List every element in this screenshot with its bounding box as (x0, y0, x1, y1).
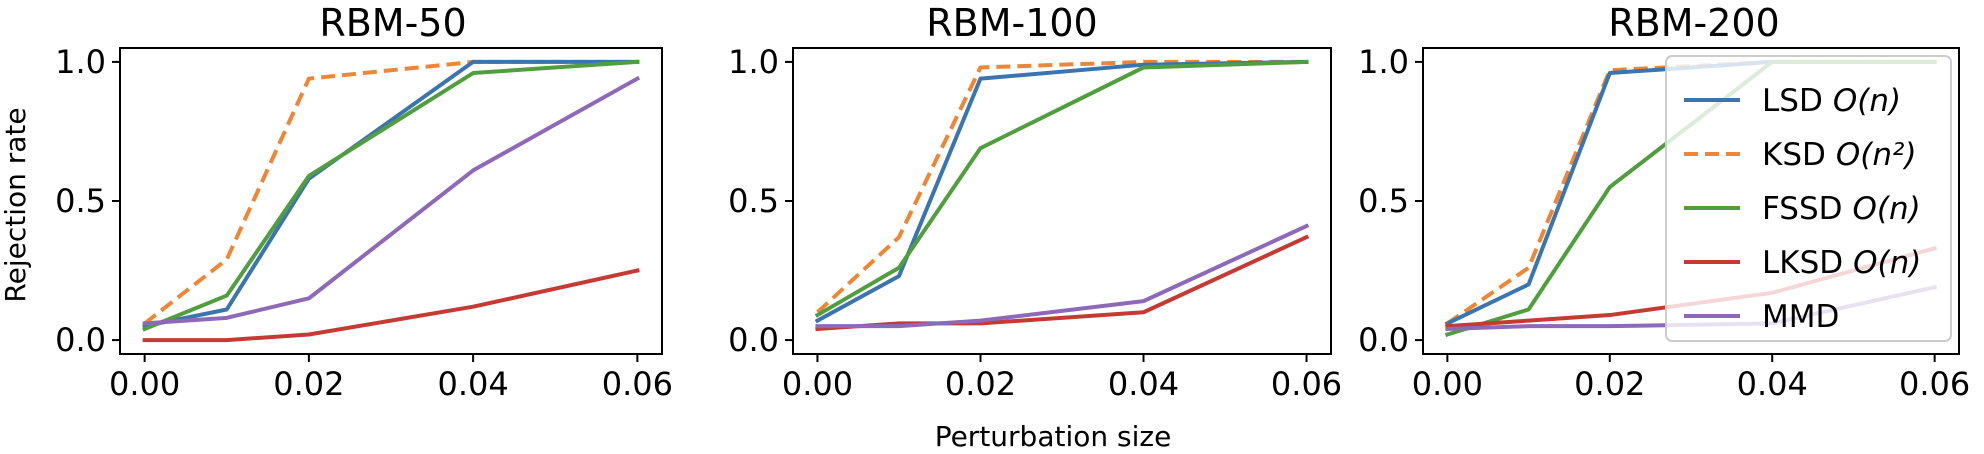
legend-entry-lksd: LKSD O(n) (1684, 245, 1921, 281)
y-tick-label: 0.5 (1358, 182, 1409, 220)
legend-label-name: FSSD (1762, 191, 1843, 227)
legend-entry-fssd: FSSD O(n) (1684, 191, 1921, 227)
y-tick-label: 1.0 (1358, 43, 1409, 81)
y-tick-label: 0.0 (55, 321, 106, 359)
x-tick-label: 0.04 (1737, 365, 1808, 403)
legend-label-name: LKSD (1762, 245, 1843, 281)
x-tick-label: 0.06 (1271, 365, 1342, 403)
y-axis-label: Rejection rate (0, 107, 32, 302)
series-line-mmd (815, 223, 1310, 329)
legend-label: LSD O(n) (1762, 83, 1901, 119)
plot-frame (1422, 47, 1960, 355)
panel-title: RBM-50 (319, 1, 466, 45)
x-axis-label: Perturbation size (935, 420, 1172, 453)
x-tick-label: 0.00 (782, 365, 853, 403)
y-tick-label: 1.0 (728, 43, 779, 81)
legend-label-complexity: O(n) (1853, 191, 1921, 227)
legend-entry-ksd: KSD O(n²) (1684, 137, 1917, 173)
series-line-lksd (142, 268, 640, 343)
legend-entry-lsd: LSD O(n) (1684, 83, 1901, 119)
x-tick-label: 0.02 (945, 365, 1016, 403)
legend-label-name: LSD (1762, 83, 1823, 119)
legend-label: KSD O(n²) (1762, 137, 1917, 173)
series-line-mmd (142, 75, 641, 326)
legend-label-complexity: O(n) (1853, 245, 1921, 281)
x-tick-label: 0.02 (273, 365, 344, 403)
x-tick-label: 0.06 (602, 365, 673, 403)
legend-label: LKSD O(n) (1762, 245, 1921, 281)
plot-frame (119, 47, 663, 355)
panel-rbm-50: RBM-50 0.00 0.02 0.04 0.06 0.0 0.5 1.0 (55, 1, 673, 403)
x-tick-label: 0.00 (1412, 365, 1483, 403)
legend-entry-mmd: MMD (1684, 299, 1839, 335)
x-tick-label: 0.06 (1899, 365, 1970, 403)
series-line-ksd (143, 59, 638, 325)
panel-title: RBM-200 (1608, 1, 1780, 45)
panel-title: RBM-100 (926, 1, 1098, 45)
x-tick-label: 0.00 (109, 365, 180, 403)
y-tick-label: 0.5 (728, 182, 779, 220)
x-tick-label: 0.04 (1108, 365, 1179, 403)
series-line-fssd (814, 59, 1309, 318)
y-tick-label: 0.5 (55, 182, 106, 220)
legend-label-complexity: O(n) (1833, 83, 1901, 119)
x-tick-label: 0.04 (437, 365, 508, 403)
legend-label: MMD (1762, 299, 1839, 335)
x-tick-label: 0.02 (1574, 365, 1645, 403)
legend-label-complexity: O(n²) (1836, 137, 1917, 173)
panel-rbm-100: RBM-100 0.00 0.02 0.04 0.06 0.0 0.5 1.0 (728, 1, 1342, 403)
series-line-fssd (142, 59, 640, 332)
plot-frame (792, 47, 1332, 355)
legend-label: FSSD O(n) (1762, 191, 1921, 227)
legend-box (1665, 55, 1952, 342)
y-tick-label: 0.0 (1358, 321, 1409, 359)
legend-label-name: KSD (1762, 137, 1826, 173)
series-line-lksd (815, 234, 1310, 332)
series-line-lsd (814, 59, 1309, 324)
y-tick-label: 0.0 (728, 321, 779, 359)
legend: LSD O(n)KSD O(n²)FSSD O(n)LKSD O(n)MMD (1665, 55, 1952, 342)
y-tick-label: 1.0 (55, 43, 106, 81)
legend-label-name: MMD (1762, 299, 1839, 335)
